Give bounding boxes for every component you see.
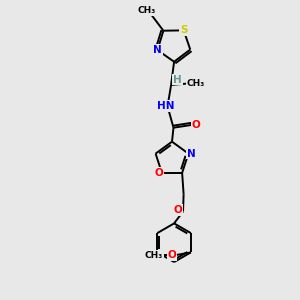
Text: CH₃: CH₃ — [145, 251, 163, 260]
Text: S: S — [180, 26, 188, 35]
Text: HN: HN — [157, 101, 175, 111]
Text: CH₃: CH₃ — [187, 79, 205, 88]
Text: O: O — [173, 205, 182, 215]
Text: H: H — [173, 75, 182, 85]
Text: N: N — [153, 45, 162, 55]
Text: O: O — [192, 120, 201, 130]
Text: O: O — [154, 168, 163, 178]
Text: N: N — [187, 148, 196, 159]
Text: O: O — [168, 250, 176, 260]
Text: CH₃: CH₃ — [137, 6, 155, 15]
